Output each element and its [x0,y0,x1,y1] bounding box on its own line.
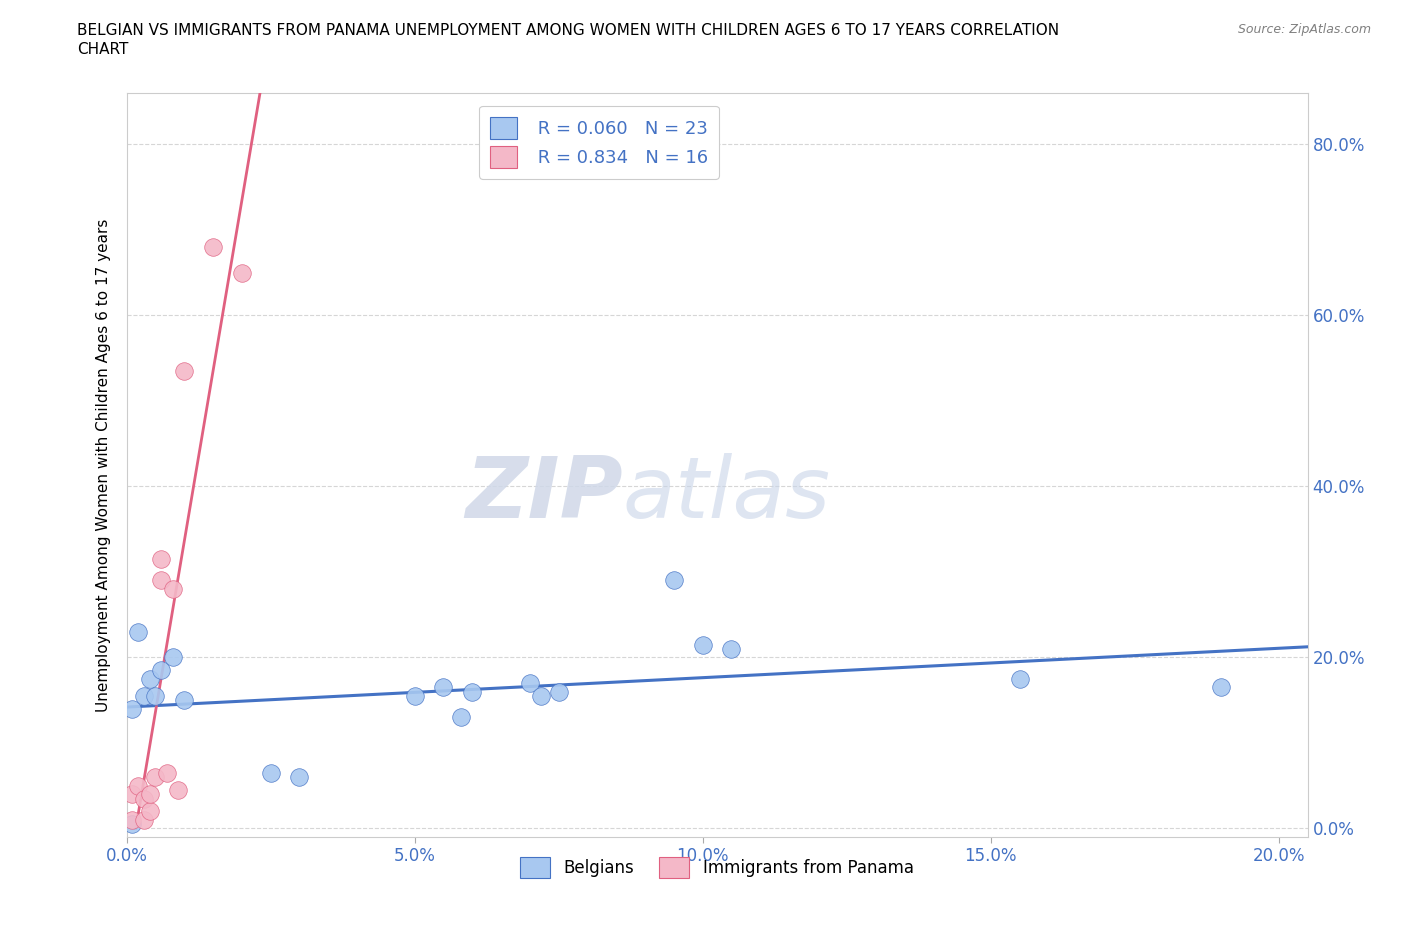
Point [138,787,160,802]
Point [662,573,685,588]
Point [530,688,553,703]
Text: Source: ZipAtlas.com: Source: ZipAtlas.com [1237,23,1371,36]
Point [450,710,472,724]
Point [150,663,173,678]
Point [132,688,155,703]
Point [1211,680,1233,695]
Point [162,650,184,665]
Point [127,778,149,793]
Point [404,688,426,703]
Point [692,637,714,652]
Y-axis label: Unemployment Among Women with Children Ages 6 to 17 years: Unemployment Among Women with Children A… [96,219,111,711]
Point [138,671,160,686]
Point [121,701,143,716]
Point [127,624,149,639]
Point [1008,671,1031,686]
Point [143,688,166,703]
Point [121,817,143,831]
Point [143,770,166,785]
Point [259,765,281,780]
Text: ZIP: ZIP [465,453,623,537]
Text: CHART: CHART [77,42,129,57]
Point [519,675,541,690]
Point [461,684,484,699]
Point [162,581,184,596]
Point [121,813,143,828]
Point [720,642,742,657]
Point [201,240,224,255]
Text: BELGIAN VS IMMIGRANTS FROM PANAMA UNEMPLOYMENT AMONG WOMEN WITH CHILDREN AGES 6 : BELGIAN VS IMMIGRANTS FROM PANAMA UNEMPL… [77,23,1060,38]
Point [173,364,195,379]
Point [167,782,190,797]
Point [156,765,179,780]
Point [132,813,155,828]
Point [138,804,160,818]
Point [547,684,569,699]
Point [231,265,253,280]
Point [132,791,155,806]
Point [173,693,195,708]
Point [150,551,173,566]
Point [288,770,311,785]
Point [150,573,173,588]
Legend: Belgians, Immigrants from Panama: Belgians, Immigrants from Panama [513,851,921,884]
Text: atlas: atlas [623,453,831,537]
Point [121,787,143,802]
Point [432,680,454,695]
